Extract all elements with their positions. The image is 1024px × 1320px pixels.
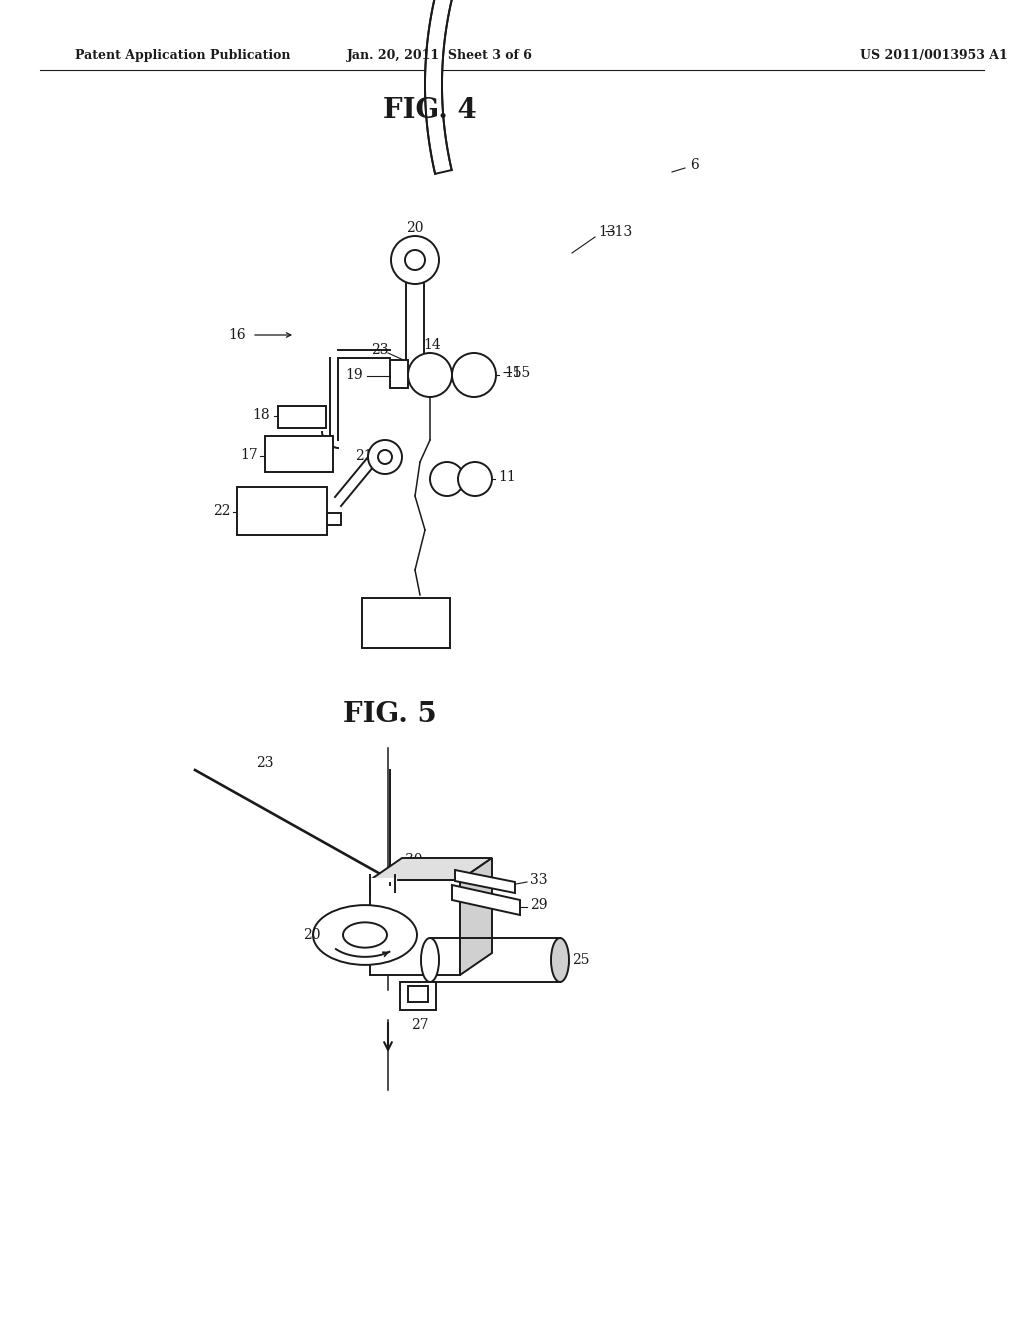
Bar bbox=[408, 986, 428, 1002]
Text: 23: 23 bbox=[371, 343, 388, 356]
Text: US 2011/0013953 A1: US 2011/0013953 A1 bbox=[860, 49, 1008, 62]
Bar bbox=[362, 598, 450, 648]
Text: 15: 15 bbox=[504, 366, 521, 380]
Text: 27: 27 bbox=[412, 1018, 429, 1032]
Text: 14: 14 bbox=[423, 338, 441, 352]
Circle shape bbox=[408, 352, 452, 397]
Polygon shape bbox=[460, 858, 492, 975]
Circle shape bbox=[430, 462, 464, 496]
Circle shape bbox=[458, 462, 492, 496]
Polygon shape bbox=[425, 0, 467, 174]
Bar bbox=[278, 407, 326, 428]
Text: 13: 13 bbox=[598, 224, 615, 239]
Circle shape bbox=[452, 352, 496, 397]
Bar bbox=[265, 436, 333, 473]
Ellipse shape bbox=[343, 923, 387, 948]
Circle shape bbox=[391, 236, 439, 284]
Text: 18: 18 bbox=[252, 408, 269, 422]
Ellipse shape bbox=[313, 906, 417, 965]
Circle shape bbox=[368, 440, 402, 474]
Circle shape bbox=[406, 249, 425, 271]
Text: Patent Application Publication: Patent Application Publication bbox=[75, 49, 291, 62]
Text: 25: 25 bbox=[572, 953, 590, 968]
Text: FIG. 5: FIG. 5 bbox=[343, 701, 437, 729]
Polygon shape bbox=[452, 884, 520, 915]
Text: 23: 23 bbox=[256, 756, 273, 770]
Ellipse shape bbox=[421, 939, 439, 982]
Text: 19: 19 bbox=[345, 368, 362, 381]
Bar bbox=[390, 360, 408, 388]
Ellipse shape bbox=[551, 939, 569, 982]
Text: 30: 30 bbox=[406, 853, 423, 867]
Circle shape bbox=[378, 450, 392, 465]
Text: 6: 6 bbox=[690, 158, 698, 172]
Bar bbox=[370, 880, 460, 975]
Bar bbox=[327, 513, 341, 525]
Text: FIG. 4: FIG. 4 bbox=[383, 96, 477, 124]
Text: 11: 11 bbox=[498, 470, 516, 484]
Polygon shape bbox=[455, 870, 515, 894]
Text: −13: −13 bbox=[604, 224, 633, 239]
Text: Jan. 20, 2011  Sheet 3 of 6: Jan. 20, 2011 Sheet 3 of 6 bbox=[347, 49, 532, 62]
Text: 20: 20 bbox=[303, 928, 321, 942]
Text: 21: 21 bbox=[355, 449, 373, 463]
Text: 33: 33 bbox=[530, 873, 548, 887]
Polygon shape bbox=[370, 858, 492, 880]
Bar bbox=[237, 487, 327, 535]
Text: 22: 22 bbox=[213, 504, 230, 517]
Text: −15: −15 bbox=[502, 366, 531, 380]
Bar bbox=[400, 982, 436, 1010]
Text: 17: 17 bbox=[240, 447, 258, 462]
Text: 20: 20 bbox=[407, 220, 424, 235]
Text: 29: 29 bbox=[530, 898, 548, 912]
Text: 16: 16 bbox=[228, 327, 246, 342]
